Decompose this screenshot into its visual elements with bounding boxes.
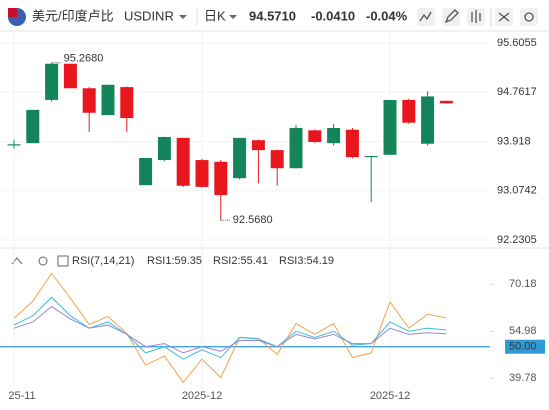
low-annotation: 92.5680 [233,214,273,226]
price-change: -0.0410 [311,8,355,23]
toolbar [417,8,538,26]
candle-body [233,137,247,179]
settings-icon[interactable] [57,255,69,267]
candle-body [176,137,190,186]
rsi-line [13,272,447,384]
y-tick-label: 93.918 [497,135,531,147]
legend-entry: RSI3:54.19 [279,255,334,267]
y-tick-label: 94.7617 [497,86,537,98]
candle-body [364,155,378,158]
symbol-name[interactable]: 美元/印度卢比 [32,8,114,23]
candle-body [402,99,416,123]
y-tick-badge [505,339,545,354]
draw-button-bg[interactable] [442,8,460,26]
rsi-line [13,305,447,354]
candle-body [327,127,341,144]
candle-body [82,88,96,113]
candle-body [101,84,115,116]
price-change-pct: -0.04% [366,8,408,23]
legend-entry: RSI1:59.35 [147,255,202,267]
y-tick-label: 95.6055 [497,37,537,49]
period[interactable]: 日K [204,8,226,23]
candle-body [26,109,40,144]
x-tick-label: 2025-12 [370,390,410,402]
dropdown-icon[interactable] [229,15,237,19]
y-tick-label: 54.98 [509,325,537,337]
candle-body [7,144,21,146]
legend-entry: RSI2:55.41 [213,255,268,267]
settings-button[interactable] [524,12,534,22]
y-tick-label: 50.00 [509,341,537,353]
indicator-button[interactable] [419,11,432,22]
high-annotation: 95.2680 [64,53,104,65]
candle-body [289,127,303,169]
y-tick-label: 92.2305 [497,234,537,246]
dropdown-icon[interactable] [179,15,187,19]
candle-body [270,150,284,169]
settings-button-bg[interactable] [520,8,538,26]
candle-body [439,100,453,104]
candle-body [421,96,435,144]
y-tick-label: 39.78 [509,372,537,384]
draw-button[interactable] [444,9,459,24]
candle-body [214,161,228,196]
last-price: 94.5710 [249,8,296,23]
eye-icon[interactable] [38,256,48,266]
candle-body [45,63,59,100]
x-tick-label: 25-11 [8,390,35,402]
candle-body [308,130,322,142]
y-tick-label: 93.0742 [497,185,537,197]
x-tick-label: 2025-12 [182,390,222,402]
candle-body [63,63,77,89]
candle-body [139,158,153,186]
candle-body [383,99,397,155]
style-button[interactable] [471,10,481,23]
candle-body [120,87,134,119]
fullscreen-button[interactable] [498,12,510,22]
candle-body [251,140,265,151]
candle-body [195,160,209,187]
symbol-code[interactable]: USDINR [124,8,174,23]
candle-body [157,137,171,161]
rsi-title: RSI(7,14,21) [72,255,134,267]
candle-body [345,129,359,158]
y-tick-label: 70.18 [509,278,537,290]
flag-icon-part [8,8,17,17]
